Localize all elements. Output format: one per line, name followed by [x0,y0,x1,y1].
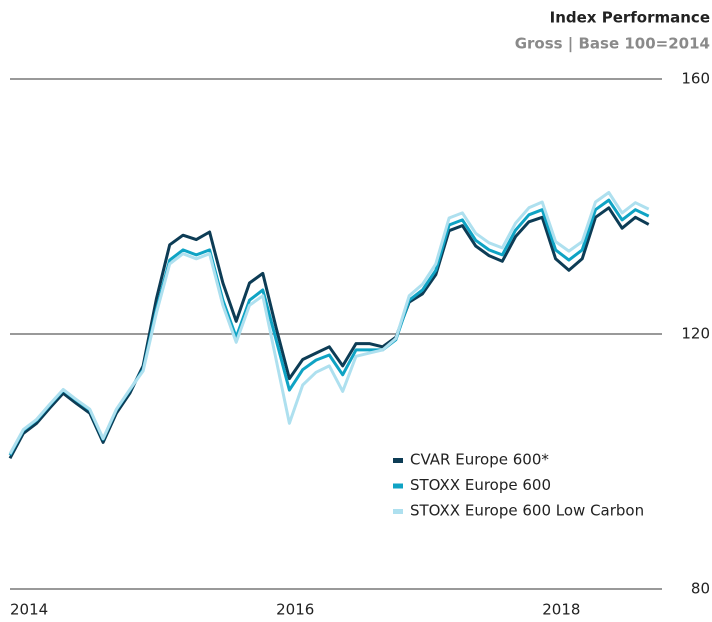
x-tick-label: 2018 [542,601,580,619]
y-tick-label: 80 [691,580,710,598]
legend-label: CVAR Europe 600* [410,451,549,469]
x-tick-label: 2016 [276,601,314,619]
legend-label: STOXX Europe 600 Low Carbon [410,502,644,520]
series-line [8,191,650,455]
y-tick-label: 160 [681,70,710,88]
legend-swatch [393,483,403,489]
y-tick-label: 120 [681,325,710,343]
series-line [8,198,650,456]
legend-label: STOXX Europe 600 [410,476,551,494]
chart-title: Index Performance [550,9,710,27]
legend-swatch [393,509,403,514]
legend-swatch [393,458,403,463]
chart-subtitle: Gross | Base 100=2014 [515,35,710,54]
x-tick-label: 2014 [10,601,48,619]
